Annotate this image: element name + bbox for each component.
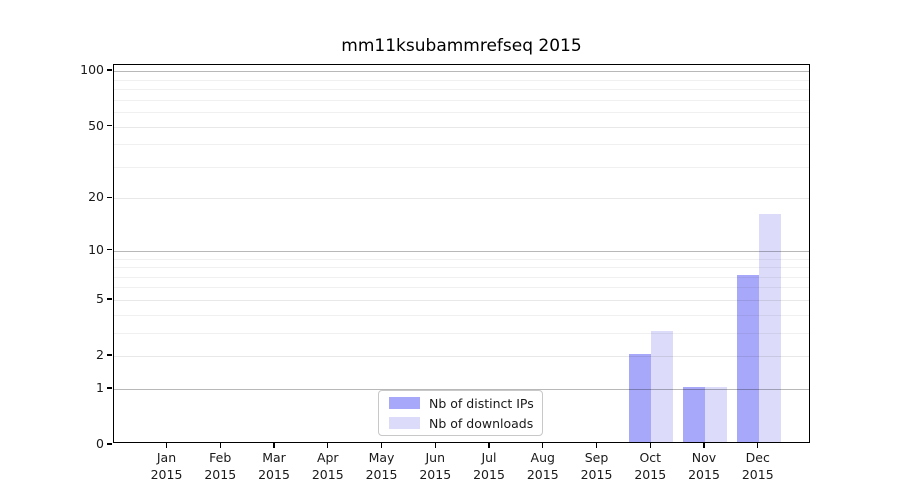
x-axis-tick bbox=[542, 443, 544, 448]
y-axis-tick bbox=[107, 249, 112, 251]
y-axis-tick bbox=[107, 69, 112, 71]
legend-swatch-downloads bbox=[389, 417, 420, 429]
x-tick-label: Apr 2015 bbox=[311, 450, 344, 482]
x-axis-tick bbox=[219, 443, 221, 448]
legend-item: Nb of downloads bbox=[379, 416, 542, 431]
gridline-20 bbox=[114, 198, 809, 200]
y-axis-tick bbox=[107, 124, 112, 127]
gridline-minor bbox=[114, 144, 809, 146]
x-tick-label: Dec 2015 bbox=[741, 450, 774, 482]
bar-nb-of-downloads-dec-2015 bbox=[758, 213, 781, 442]
bar-nb-of-distinct-ips-dec-2015 bbox=[736, 274, 759, 442]
x-axis-tick bbox=[273, 443, 275, 448]
bar-nb-of-downloads-oct-2015 bbox=[651, 330, 674, 442]
x-axis-tick bbox=[434, 443, 436, 448]
y-axis-tick bbox=[107, 298, 112, 300]
y-axis-tick bbox=[107, 354, 112, 356]
gridline-minor bbox=[114, 99, 809, 101]
x-tick-label: Jul 2015 bbox=[473, 450, 505, 482]
x-axis-tick bbox=[488, 443, 490, 448]
x-tick-label: Nov 2015 bbox=[688, 450, 720, 482]
y-tick-label: 10 bbox=[88, 241, 104, 257]
gridline-minor bbox=[114, 314, 809, 316]
gridline-minor bbox=[114, 79, 809, 81]
y-tick-label: 20 bbox=[88, 189, 104, 205]
legend-swatch-distinct-ips bbox=[389, 397, 420, 409]
x-axis-tick bbox=[703, 443, 705, 448]
bar-nb-of-distinct-ips-nov-2015 bbox=[683, 386, 705, 442]
x-axis-tick bbox=[757, 443, 759, 448]
bar-nb-of-distinct-ips-oct-2015 bbox=[629, 354, 652, 442]
legend: Nb of distinct IPs Nb of downloads bbox=[378, 390, 543, 436]
x-tick-label: Oct 2015 bbox=[634, 450, 667, 482]
gridline-50 bbox=[114, 126, 809, 128]
y-tick-label: 0 bbox=[96, 436, 104, 451]
x-tick-label: May 2015 bbox=[365, 450, 398, 482]
x-axis-tick bbox=[327, 443, 329, 448]
x-axis-tick bbox=[165, 443, 168, 448]
gridline-minor bbox=[114, 258, 809, 260]
gridline-minor bbox=[114, 267, 809, 269]
x-tick-label: Jan 2015 bbox=[150, 450, 183, 482]
gridline-1 bbox=[114, 388, 809, 390]
x-tick-label: Mar 2015 bbox=[258, 450, 290, 482]
gridline-minor bbox=[114, 166, 809, 168]
gridline-minor bbox=[114, 287, 809, 289]
gridline-5 bbox=[114, 299, 809, 301]
gridline-minor bbox=[114, 112, 809, 114]
y-tick-label: 5 bbox=[96, 290, 104, 306]
bar-nb-of-downloads-nov-2015 bbox=[705, 386, 727, 442]
x-tick-label: Sep 2015 bbox=[580, 450, 613, 482]
x-tick-label: Aug 2015 bbox=[526, 450, 559, 482]
x-axis-tick bbox=[649, 443, 651, 448]
x-axis-tick bbox=[595, 443, 598, 448]
x-axis-tick bbox=[380, 443, 383, 448]
gridline-minor bbox=[114, 332, 809, 334]
legend-label: Nb of distinct IPs bbox=[429, 395, 534, 411]
legend-item: Nb of distinct IPs bbox=[379, 396, 542, 411]
legend-label: Nb of downloads bbox=[429, 415, 534, 431]
y-tick-label: 100 bbox=[80, 62, 104, 78]
y-axis-tick bbox=[107, 387, 112, 389]
y-axis-tick bbox=[107, 443, 112, 445]
x-tick-label: Feb 2015 bbox=[204, 450, 237, 482]
y-tick-label: 2 bbox=[96, 347, 104, 363]
gridline-100 bbox=[114, 71, 809, 73]
gridline-minor bbox=[114, 89, 809, 91]
chart-title: mm11ksubammrefseq 2015 bbox=[341, 36, 582, 56]
y-tick-label: 1 bbox=[96, 379, 104, 395]
x-tick-label: Jun 2015 bbox=[419, 450, 452, 482]
y-axis-tick bbox=[107, 196, 112, 199]
y-tick-label: 50 bbox=[88, 117, 104, 133]
gridline-10 bbox=[114, 250, 809, 252]
gridline-minor bbox=[114, 276, 809, 278]
gridline-2 bbox=[114, 356, 809, 358]
plot-area bbox=[113, 64, 810, 443]
